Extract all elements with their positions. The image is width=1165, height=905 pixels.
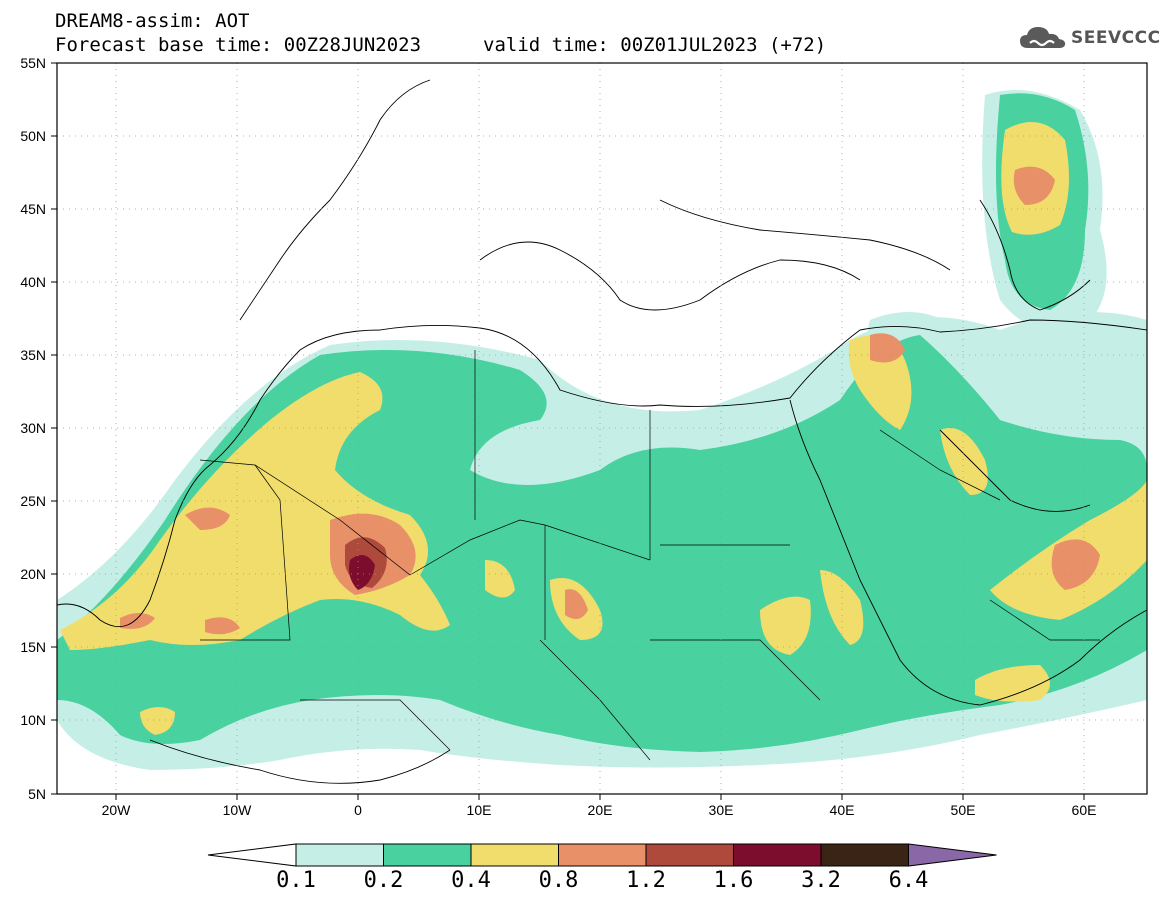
colorbar-level-label: 1.6 xyxy=(713,868,754,893)
colorbar xyxy=(207,843,997,867)
lon-label: 20E xyxy=(588,802,613,818)
lon-label: 50E xyxy=(951,802,976,818)
cloud-logo-icon xyxy=(1020,27,1066,48)
lat-label: 45N xyxy=(20,201,46,217)
aot-band-1.6 xyxy=(349,555,375,590)
tick-marks xyxy=(51,62,1085,800)
lat-label: 15N xyxy=(20,639,46,655)
colorbar-level-label: 0.8 xyxy=(538,868,579,893)
colorbar-level-label: 6.4 xyxy=(888,868,929,893)
lat-label: 25N xyxy=(20,493,46,509)
lat-label: 30N xyxy=(20,420,46,436)
lat-label: 40N xyxy=(20,274,46,290)
colorbar-segment xyxy=(295,843,384,867)
colorbar-segment xyxy=(645,843,734,867)
lon-label: 0 xyxy=(354,802,362,818)
country-borders xyxy=(199,350,1100,761)
colorbar-level-label: 3.2 xyxy=(801,868,841,893)
lat-label: 55N xyxy=(20,55,46,71)
aot-field xyxy=(57,79,1147,784)
valid-time: valid time: 00Z01JUL2023 (+72) xyxy=(483,34,827,56)
colorbar-segment xyxy=(383,843,472,867)
coastlines xyxy=(57,79,1147,784)
lon-label: 10W xyxy=(223,802,253,818)
seevccc-logo: SEEVCCC xyxy=(1018,24,1161,52)
colorbar-level-label: 0.1 xyxy=(276,868,316,893)
colorbar-segment xyxy=(820,843,909,867)
longitude-labels: 20W 10W 0 10E 20E 30E 40E 50E 60E xyxy=(102,802,1097,818)
lat-label: 35N xyxy=(20,347,46,363)
lon-label: 10E xyxy=(467,802,492,818)
colorbar-level-label: 0.2 xyxy=(363,868,404,893)
logo-text: SEEVCCC xyxy=(1071,28,1161,48)
lat-label: 5N xyxy=(28,786,46,802)
lat-label: 50N xyxy=(20,128,46,144)
colorbar-level-label: 1.2 xyxy=(626,868,666,893)
latitude-labels: 55N 50N 45N 40N 35N 30N 25N 20N 15N 10N … xyxy=(20,55,46,802)
colorbar-segment xyxy=(733,843,822,867)
lon-label: 60E xyxy=(1072,802,1097,818)
lon-label: 20W xyxy=(102,802,132,818)
lat-label: 20N xyxy=(20,566,46,582)
lat-label: 10N xyxy=(20,712,46,728)
colorbar-under-triangle xyxy=(207,843,297,867)
colorbar-segment xyxy=(470,843,559,867)
colorbar-over-triangle xyxy=(908,843,997,867)
colorbar-level-label: 0.4 xyxy=(451,868,491,893)
forecast-base-time: Forecast base time: 00Z28JUN2023 xyxy=(55,34,422,56)
lon-label: 30E xyxy=(709,802,734,818)
map-title: DREAM8-assim: AOT xyxy=(55,10,250,32)
colorbar-segment xyxy=(558,843,647,867)
lon-label: 40E xyxy=(830,802,855,818)
